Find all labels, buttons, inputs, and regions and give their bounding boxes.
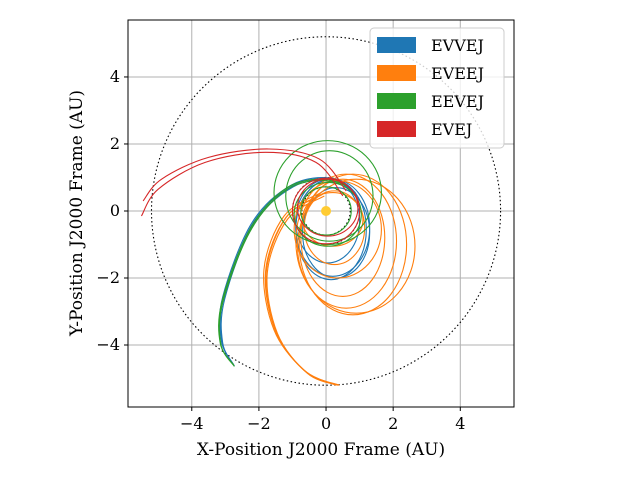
trajectory-loop (291, 177, 361, 245)
reference-orbit (150, 36, 502, 386)
ticks: −4 −2 0 2 4 −4 −2 0 2 4 (96, 67, 465, 433)
legend-swatch-evej (377, 121, 416, 137)
trajectory-loop (293, 181, 362, 247)
x-axis-label: X-Position J2000 Frame (AU) (197, 440, 445, 460)
trajectory-loop (296, 178, 359, 237)
legend-label-eevej: EEVEJ (431, 92, 484, 111)
y-axis-label: Y-Position J2000 Frame (AU) (67, 90, 87, 337)
y-tick-label: 4 (110, 67, 120, 86)
legend-swatch-eevej (377, 93, 416, 109)
legend-swatch-evvej (377, 37, 416, 53)
legend-label-evvej: EVVEJ (431, 36, 484, 55)
sun-marker (321, 205, 332, 216)
legend-label-eveej: EVEEJ (431, 64, 484, 83)
y-tick-label: 0 (110, 201, 120, 220)
trajectory-loop (285, 150, 374, 242)
y-tick-label: −2 (96, 268, 120, 287)
x-tick-label: −2 (247, 414, 271, 433)
trajectory-loop (300, 186, 352, 236)
legend-swatch-eveej (377, 65, 416, 81)
legend-label-evej: EVEJ (431, 120, 472, 139)
y-tick-label: −4 (96, 335, 120, 354)
trajectory-loop (273, 140, 382, 246)
trajectories (140, 140, 416, 386)
x-tick-label: 4 (455, 414, 465, 433)
x-tick-label: 2 (388, 414, 398, 433)
plot-frame (127, 19, 515, 408)
trajectory-arc (142, 148, 347, 202)
series-evej (140, 148, 361, 245)
x-tick-label: 0 (321, 414, 331, 433)
x-tick-label: −4 (180, 414, 204, 433)
trajectory-arc (140, 151, 344, 217)
y-tick-label: 2 (110, 134, 120, 153)
trajectory-loop (296, 178, 416, 314)
plot-area (140, 36, 502, 386)
legend: EVVEJ EVEEJ EEVEJ EVEJ (369, 27, 505, 149)
legend-box (369, 27, 505, 149)
sun-layer (321, 205, 332, 216)
trajectory-loop (298, 173, 408, 316)
